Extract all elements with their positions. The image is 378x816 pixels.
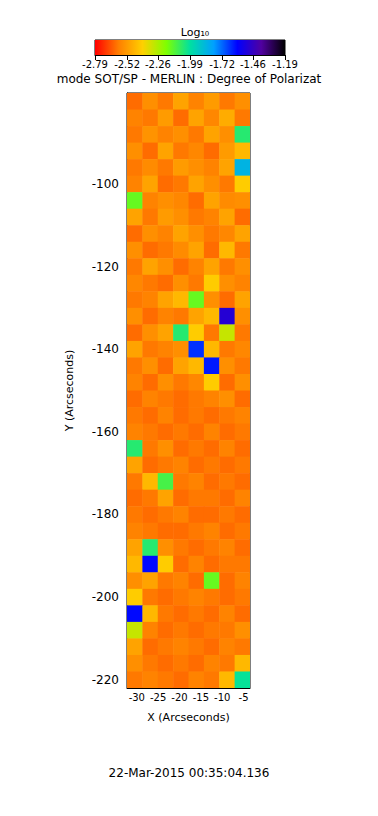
svg-text:-25: -25 [150, 692, 166, 703]
svg-text:-220: -220 [92, 673, 119, 687]
svg-text:-140: -140 [92, 342, 119, 356]
svg-text:-30: -30 [129, 692, 145, 703]
svg-text:-180: -180 [92, 507, 119, 521]
svg-text:-20: -20 [171, 692, 187, 703]
svg-text:-2.52: -2.52 [114, 59, 140, 70]
svg-text:Log₁₀: Log₁₀ [181, 26, 210, 39]
svg-text:-100: -100 [92, 177, 119, 191]
svg-text:-2.26: -2.26 [145, 59, 171, 70]
svg-text:-15: -15 [193, 692, 209, 703]
svg-text:Y (Arcseconds): Y (Arcseconds) [63, 350, 76, 433]
svg-text:-1.72: -1.72 [209, 59, 235, 70]
svg-text:-160: -160 [92, 425, 119, 439]
svg-text:-200: -200 [92, 590, 119, 604]
svg-text:-2.79: -2.79 [82, 59, 108, 70]
svg-text:-5: -5 [239, 692, 249, 703]
svg-text:-10: -10 [214, 692, 230, 703]
svg-text:-1.99: -1.99 [177, 59, 203, 70]
svg-text:-1.46: -1.46 [240, 59, 266, 70]
svg-text:-120: -120 [92, 260, 119, 274]
svg-text:X (Arcseconds): X (Arcseconds) [147, 711, 229, 724]
svg-text:22-Mar-2015 00:35:04.136: 22-Mar-2015 00:35:04.136 [109, 766, 270, 780]
svg-text:mode SOT/SP - MERLIN : Degree: mode SOT/SP - MERLIN : Degree of Polariz… [57, 72, 322, 86]
svg-text:-1.19: -1.19 [272, 59, 298, 70]
